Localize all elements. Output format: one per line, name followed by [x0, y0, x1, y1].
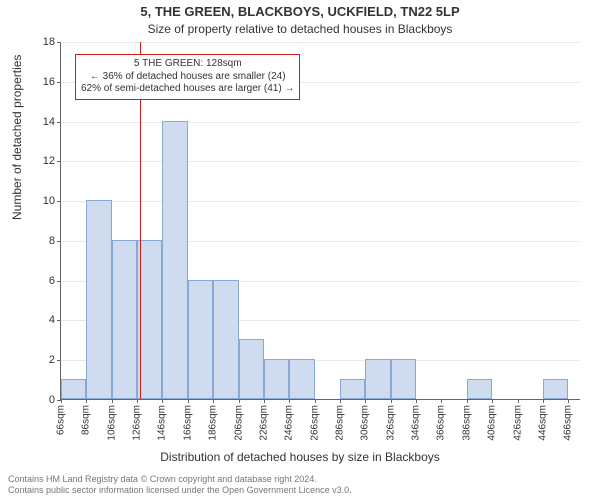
xtick-label: 166sqm [182, 405, 193, 441]
xtick-mark [365, 399, 366, 403]
ytick-label: 18 [43, 36, 55, 48]
histogram-bar [188, 280, 213, 399]
ytick-label: 10 [43, 195, 55, 207]
xtick-label: 426sqm [512, 405, 523, 441]
ytick-label: 14 [43, 116, 55, 128]
ytick-mark [57, 82, 61, 83]
xtick-mark [543, 399, 544, 403]
ytick-mark [57, 360, 61, 361]
xtick-label: 446sqm [537, 405, 548, 441]
marker-line-1: 5 THE GREEN: 128sqm [81, 58, 294, 71]
xtick-mark [315, 399, 316, 403]
footer-line-1: Contains HM Land Registry data © Crown c… [8, 474, 352, 485]
xtick-label: 286sqm [335, 405, 346, 441]
xtick-mark [137, 399, 138, 403]
xtick-mark [162, 399, 163, 403]
histogram-bar [112, 240, 137, 399]
xtick-mark [239, 399, 240, 403]
histogram-bar [543, 379, 568, 399]
xtick-label: 386sqm [461, 405, 472, 441]
marker-line-3: 62% of semi-detached houses are larger (… [81, 83, 294, 96]
xtick-label: 86sqm [81, 405, 92, 435]
ytick-label: 12 [43, 155, 55, 167]
xtick-mark [340, 399, 341, 403]
ytick-mark [57, 320, 61, 321]
xtick-mark [213, 399, 214, 403]
histogram-bar [264, 359, 289, 399]
xtick-mark [289, 399, 290, 403]
ytick-label: 8 [49, 235, 55, 247]
ytick-mark [57, 161, 61, 162]
xtick-label: 406sqm [487, 405, 498, 441]
xtick-label: 226sqm [258, 405, 269, 441]
xtick-mark [391, 399, 392, 403]
ytick-mark [57, 281, 61, 282]
xtick-label: 246sqm [284, 405, 295, 441]
footer-attribution: Contains HM Land Registry data © Crown c… [8, 474, 352, 496]
xtick-label: 326sqm [385, 405, 396, 441]
xtick-mark [416, 399, 417, 403]
xtick-mark [441, 399, 442, 403]
xtick-label: 186sqm [208, 405, 219, 441]
xtick-mark [188, 399, 189, 403]
x-axis-label: Distribution of detached houses by size … [0, 450, 600, 464]
chart-subtitle: Size of property relative to detached ho… [0, 22, 600, 36]
ytick-mark [57, 122, 61, 123]
histogram-bar [162, 121, 187, 399]
ytick-mark [57, 241, 61, 242]
ytick-mark [57, 42, 61, 43]
histogram-bar [340, 379, 365, 399]
histogram-bar [213, 280, 238, 399]
footer-line-2: Contains public sector information licen… [8, 485, 352, 496]
xtick-mark [61, 399, 62, 403]
ytick-label: 16 [43, 76, 55, 88]
xtick-mark [518, 399, 519, 403]
plot-area: 02468101214161866sqm86sqm106sqm126sqm146… [60, 42, 580, 400]
xtick-label: 206sqm [233, 405, 244, 441]
histogram-bar [61, 379, 86, 399]
ytick-mark [57, 201, 61, 202]
histogram-bar [289, 359, 314, 399]
xtick-label: 146sqm [157, 405, 168, 441]
ytick-label: 0 [49, 394, 55, 406]
xtick-label: 106sqm [106, 405, 117, 441]
chart-title: 5, THE GREEN, BLACKBOYS, UCKFIELD, TN22 … [0, 4, 600, 19]
xtick-mark [112, 399, 113, 403]
histogram-bar [365, 359, 390, 399]
histogram-bar [467, 379, 492, 399]
histogram-bar [239, 339, 264, 399]
xtick-label: 266sqm [309, 405, 320, 441]
xtick-mark [492, 399, 493, 403]
ytick-label: 2 [49, 354, 55, 366]
ytick-label: 4 [49, 314, 55, 326]
xtick-mark [467, 399, 468, 403]
xtick-mark [264, 399, 265, 403]
xtick-label: 466sqm [563, 405, 574, 441]
xtick-mark [568, 399, 569, 403]
xtick-label: 306sqm [360, 405, 371, 441]
marker-annotation: 5 THE GREEN: 128sqm← 36% of detached hou… [75, 54, 300, 100]
marker-line-2: ← 36% of detached houses are smaller (24… [81, 71, 294, 84]
xtick-mark [86, 399, 87, 403]
histogram-bar [86, 200, 111, 399]
xtick-label: 126sqm [132, 405, 143, 441]
xtick-label: 366sqm [436, 405, 447, 441]
xtick-label: 66sqm [56, 405, 67, 435]
histogram-bar [137, 240, 162, 399]
histogram-bar [391, 359, 416, 399]
xtick-label: 346sqm [411, 405, 422, 441]
ytick-label: 6 [49, 275, 55, 287]
